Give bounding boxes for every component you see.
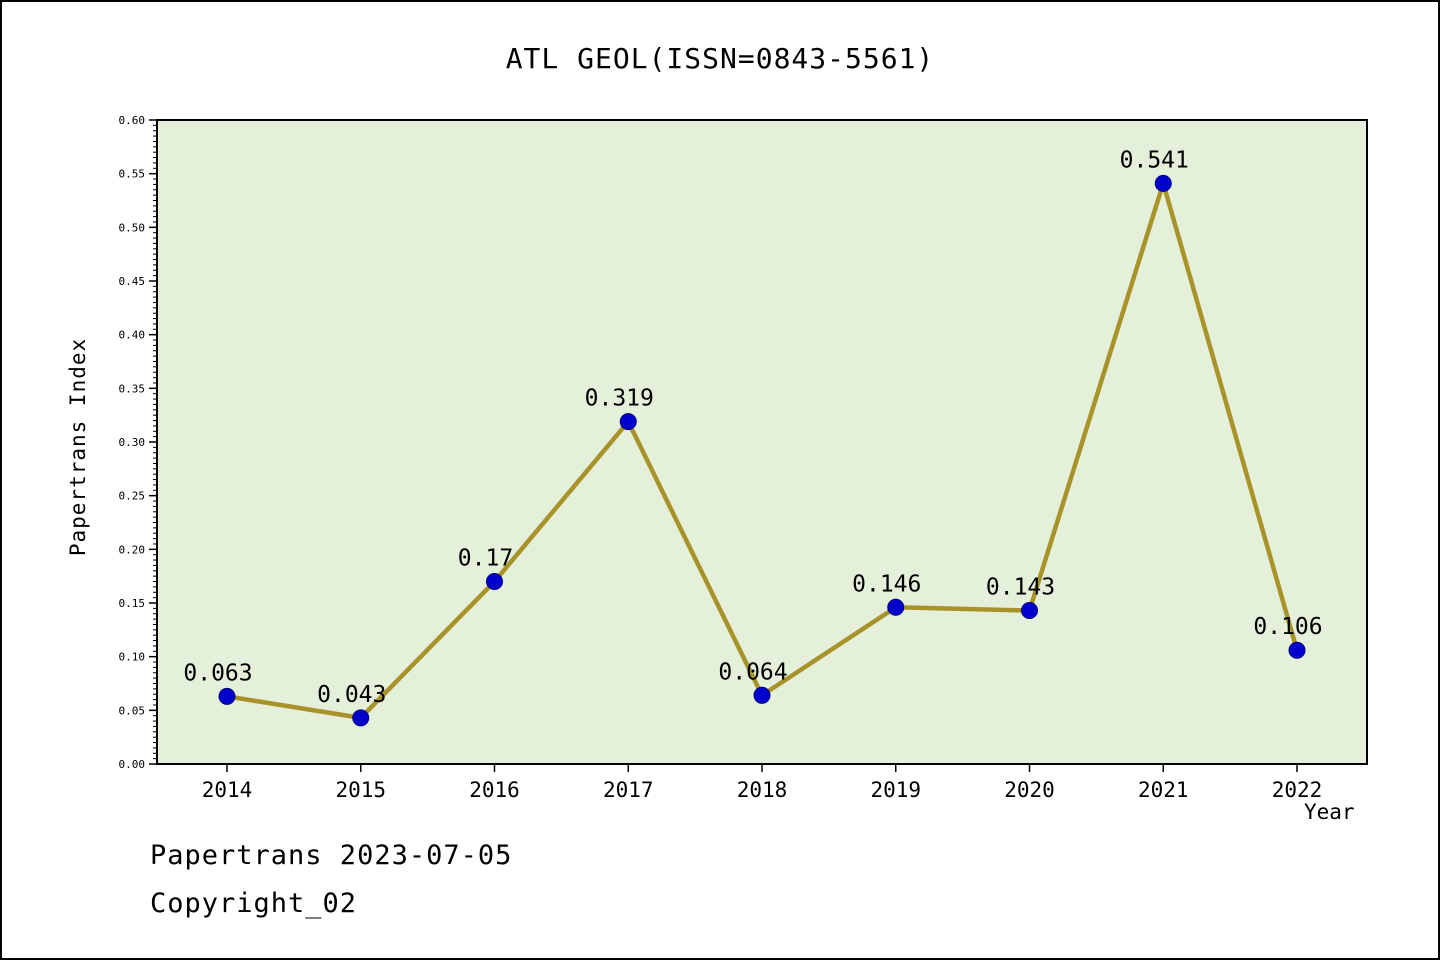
data-point <box>1021 602 1038 620</box>
x-tick-label: 2018 <box>737 778 788 802</box>
y-tick-label: 0.50 <box>119 221 146 234</box>
x-tick-label: 2017 <box>603 778 654 802</box>
x-tick-label: 2019 <box>870 778 921 802</box>
y-tick-label: 0.30 <box>119 436 146 449</box>
y-tick-label: 0.60 <box>119 114 146 127</box>
data-point-label: 0.143 <box>986 575 1055 601</box>
data-point-label: 0.541 <box>1120 147 1189 173</box>
y-tick-label: 0.20 <box>119 543 146 556</box>
data-point-label: 0.17 <box>458 546 513 572</box>
data-point <box>619 413 637 431</box>
y-tick-label: 0.35 <box>119 382 146 395</box>
y-tick-label: 0.55 <box>119 168 146 181</box>
data-point-label: 0.146 <box>852 571 921 597</box>
data-point <box>352 709 370 727</box>
data-point <box>753 686 771 704</box>
x-tick-label: 2021 <box>1138 778 1189 802</box>
y-tick-label: 0.25 <box>119 490 146 503</box>
footer-copyright: Copyright_02 <box>150 888 358 919</box>
data-point <box>887 598 905 616</box>
data-point <box>1154 174 1172 192</box>
y-tick-label: 0.00 <box>119 758 146 771</box>
chart-title: ATL GEOL(ISSN=0843-5561) <box>505 42 935 75</box>
data-point <box>218 687 236 705</box>
y-tick-label: 0.10 <box>119 651 146 664</box>
data-point-label: 0.063 <box>183 660 252 686</box>
x-tick-label: 2014 <box>202 778 253 802</box>
data-point <box>1288 641 1306 659</box>
data-point-label: 0.106 <box>1253 614 1322 640</box>
data-point-label: 0.064 <box>718 659 787 685</box>
y-tick-label: 0.45 <box>119 275 146 288</box>
x-tick-label: 2016 <box>469 778 520 802</box>
y-tick-label: 0.05 <box>119 704 146 717</box>
x-tick-label: 2022 <box>1272 778 1323 802</box>
data-point <box>486 573 503 591</box>
data-point-label: 0.043 <box>317 682 386 708</box>
x-axis-label: Year <box>1304 800 1355 824</box>
footer-source-date: Papertrans 2023-07-05 <box>150 840 513 871</box>
plot-area <box>156 119 1368 765</box>
data-point-label: 0.319 <box>585 386 654 412</box>
x-tick-label: 2020 <box>1004 778 1055 802</box>
y-tick-label: 0.40 <box>119 329 146 342</box>
x-tick-label: 2015 <box>335 778 386 802</box>
y-tick-label: 0.15 <box>119 597 146 610</box>
